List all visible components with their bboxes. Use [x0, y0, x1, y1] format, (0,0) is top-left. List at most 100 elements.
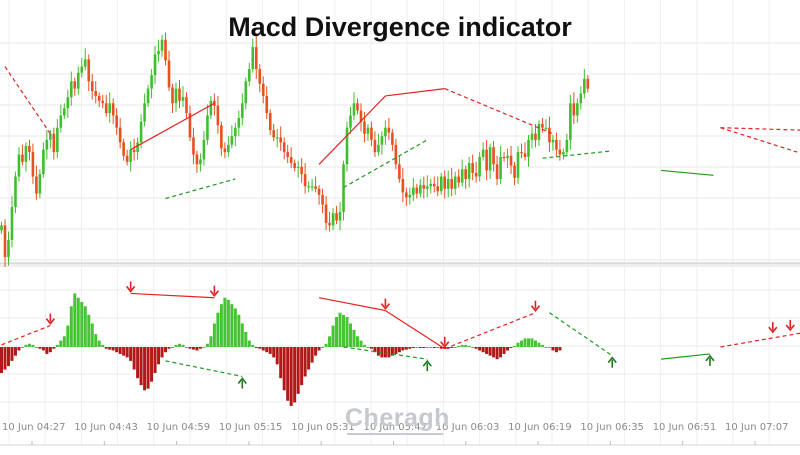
- macd-bar-positive: [534, 341, 537, 347]
- bearish-candle: [395, 145, 398, 165]
- bearish-candle: [112, 103, 115, 115]
- bullish-candle: [576, 103, 579, 115]
- macd-bar-positive: [454, 347, 457, 348]
- macd-bar-negative: [290, 347, 293, 406]
- bearish-candle: [314, 186, 317, 188]
- macd-bar-positive: [35, 347, 38, 348]
- bullish-candle: [241, 103, 244, 118]
- bearish-candle: [53, 134, 56, 152]
- bearish-candle: [98, 96, 101, 101]
- macd-bar-negative: [422, 347, 425, 348]
- bearish-candle: [416, 188, 419, 194]
- macd-bar-negative: [482, 347, 485, 352]
- macd-bar-negative: [405, 347, 408, 350]
- bearish-candle: [492, 147, 495, 164]
- bullish-candle: [468, 163, 471, 179]
- macd-bar-positive: [206, 344, 209, 347]
- bullish-candle: [545, 128, 548, 129]
- bullish-candle: [56, 128, 59, 152]
- macd-bar-positive: [248, 341, 251, 347]
- macd-bar-positive: [541, 345, 544, 347]
- macd-bar-negative: [506, 347, 509, 350]
- bearish-macd-divergence-line: [385, 311, 444, 349]
- macd-bar-positive: [520, 341, 523, 347]
- macd-bar-positive: [220, 304, 223, 347]
- macd-bar-positive: [91, 323, 94, 347]
- macd-bar-negative: [168, 347, 171, 349]
- bearish-candle: [325, 205, 328, 223]
- macd-bar-negative: [398, 347, 401, 352]
- macd-bar-negative: [489, 347, 492, 356]
- bearish-price-divergence-line: [720, 128, 800, 130]
- bullish-candle: [311, 186, 314, 187]
- bearish-candle: [122, 142, 125, 155]
- bullish-candle: [517, 152, 520, 178]
- macd-bar-positive: [530, 338, 533, 347]
- bearish-candle: [73, 81, 76, 88]
- macd-bar-positive: [251, 345, 254, 347]
- bearish-candle: [559, 150, 562, 155]
- macd-bar-negative: [297, 347, 300, 394]
- bearish-candle: [475, 173, 478, 177]
- bullish-candle: [14, 177, 17, 208]
- bearish-candle: [402, 179, 405, 192]
- bearish-candle: [293, 163, 296, 168]
- macd-bar-negative: [269, 347, 272, 354]
- macd-bar-positive: [349, 323, 352, 347]
- bullish-candle: [84, 59, 87, 66]
- bearish-candle: [391, 133, 394, 145]
- macd-bar-positive: [171, 347, 174, 348]
- macd-bar-negative: [478, 347, 481, 350]
- bearish-candle: [21, 155, 24, 162]
- bullish-candle: [136, 142, 139, 152]
- bearish-candle: [115, 115, 118, 127]
- macd-bar-negative: [293, 347, 296, 402]
- bearish-candle: [328, 223, 331, 225]
- macd-bar-negative: [401, 347, 404, 350]
- bullish-candle: [108, 103, 111, 113]
- bullish-candle: [63, 108, 66, 115]
- bearish-candle: [356, 103, 359, 110]
- bullish-candle: [461, 169, 464, 182]
- macd-bar-negative: [0, 347, 3, 373]
- bearish-candle: [300, 167, 303, 174]
- bearish-macd-divergence-line: [319, 298, 385, 311]
- bearish-candle: [35, 177, 38, 194]
- bearish-candle: [279, 137, 282, 142]
- bearish-candle: [119, 128, 122, 143]
- bullish-candle: [419, 185, 422, 194]
- macd-bar-negative: [276, 347, 279, 364]
- macd-bar-negative: [510, 347, 513, 348]
- macd-bar-positive: [175, 345, 178, 347]
- bearish-candle: [335, 213, 338, 220]
- bearish-candle: [471, 163, 474, 173]
- signal-arrows: [46, 281, 794, 388]
- bearish-candle: [258, 69, 261, 84]
- macd-bar-negative: [122, 347, 125, 356]
- macd-bar-positive: [77, 298, 80, 347]
- macd-bar-negative: [17, 347, 20, 350]
- bearish-candle: [168, 61, 171, 88]
- bullish-candle: [60, 115, 63, 127]
- macd-bar-negative: [475, 347, 478, 349]
- macd-bar-positive: [24, 345, 27, 347]
- macd-bar-positive: [359, 341, 362, 347]
- macd-bar-negative: [10, 347, 13, 361]
- bearish-macd-divergence-line: [720, 333, 800, 347]
- bearish-candle: [87, 59, 90, 81]
- bearish-candle: [220, 125, 223, 148]
- macd-bar-positive: [548, 347, 551, 348]
- bullish-candle: [210, 101, 213, 116]
- macd-bar-negative: [119, 347, 122, 354]
- macd-bar-positive: [230, 304, 233, 347]
- macd-bar-negative: [14, 347, 17, 356]
- bearish-candle: [520, 152, 523, 153]
- bullish-candle: [182, 97, 185, 101]
- macd-bar-positive: [178, 344, 181, 347]
- watermark-underline: [347, 433, 443, 435]
- macd-bar-positive: [87, 315, 90, 347]
- macd-bar-negative: [255, 347, 258, 348]
- bearish-price-divergence-line: [5, 67, 50, 134]
- bullish-candle: [231, 136, 234, 145]
- macd-bar-negative: [555, 347, 558, 352]
